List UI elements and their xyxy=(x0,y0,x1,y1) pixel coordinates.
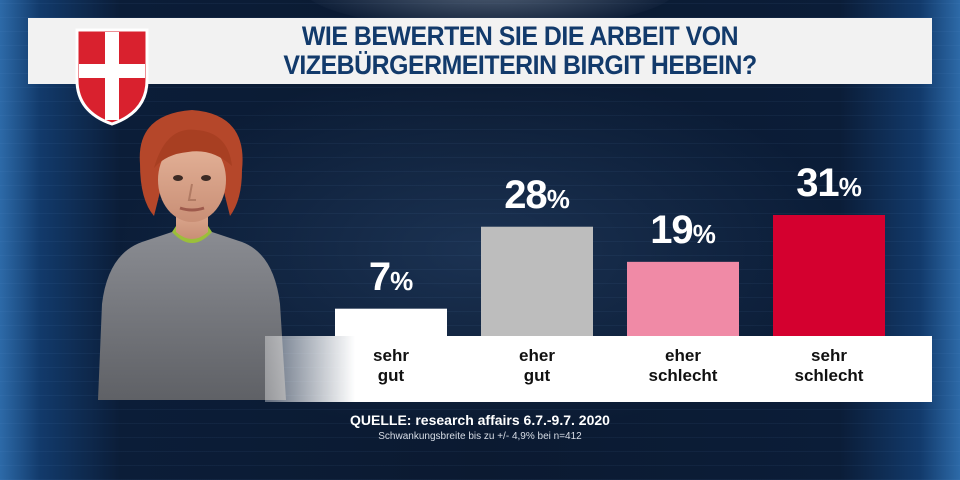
value-label-eher-gut: 28% xyxy=(462,173,612,218)
value-label-sehr-gut: 7% xyxy=(316,255,466,300)
category-label-sehr-schlecht: sehr schlecht xyxy=(754,346,904,386)
category-label-bar xyxy=(265,336,932,402)
category-label-sehr-gut-line-1: sehr xyxy=(373,346,409,365)
category-label-sehr-schlecht-line-1: sehr xyxy=(811,346,847,365)
vienna-coat-of-arms-icon xyxy=(75,28,149,126)
category-label-sehr-gut: sehr gut xyxy=(316,346,466,386)
category-label-eher-schlecht-line-2: schlecht xyxy=(648,366,718,385)
category-label-eher-gut-line-1: eher xyxy=(519,346,555,365)
bar-sehr-schlecht xyxy=(773,215,885,336)
category-label-sehr-schlecht-line-2: schlecht xyxy=(794,366,864,385)
chart-title-line-2: VIZEBÜRGERMEITERIN BIRGIT HEBEIN? xyxy=(283,50,757,80)
value-label-sehr-gut-percent: % xyxy=(390,265,414,296)
category-label-eher-gut: eher gut xyxy=(462,346,612,386)
title-bar xyxy=(28,18,932,84)
category-label-sehr-gut-line-2: gut xyxy=(377,366,405,385)
person-photo xyxy=(98,110,286,400)
category-label-eher-schlecht: eher schlecht xyxy=(608,346,758,386)
value-label-eher-schlecht-number: 19 xyxy=(650,207,693,252)
value-label-eher-schlecht-percent: % xyxy=(692,218,716,249)
value-label-sehr-gut-number: 7 xyxy=(368,254,391,299)
bar-eher-gut xyxy=(481,226,593,336)
bar-sehr-gut xyxy=(335,308,447,336)
value-label-eher-schlecht: 19% xyxy=(608,208,758,253)
category-label-eher-gut-line-2: gut xyxy=(523,366,551,385)
category-label-eher-schlecht-line-1: eher xyxy=(665,346,701,365)
source-line: QUELLE: research affairs 6.7.-9.7. 2020 xyxy=(350,412,610,428)
chart-title-line-1: WIE BEWERTEN SIE DIE ARBEIT VON xyxy=(301,21,739,51)
value-label-sehr-schlecht-percent: % xyxy=(838,172,862,202)
value-label-sehr-schlecht: 31% xyxy=(754,161,904,206)
value-label-eher-gut-percent: % xyxy=(546,183,570,214)
chart-title: WIE BEWERTEN SIE DIE ARBEIT VON VIZEBÜRG… xyxy=(226,22,815,80)
value-label-eher-gut-number: 28 xyxy=(504,172,547,217)
bar-eher-schlecht xyxy=(627,261,739,336)
value-label-sehr-schlecht-number: 31 xyxy=(796,161,839,205)
margin-of-error-note: Schwankungsbreite bis zu +/- 4,9% bei n=… xyxy=(378,431,582,442)
